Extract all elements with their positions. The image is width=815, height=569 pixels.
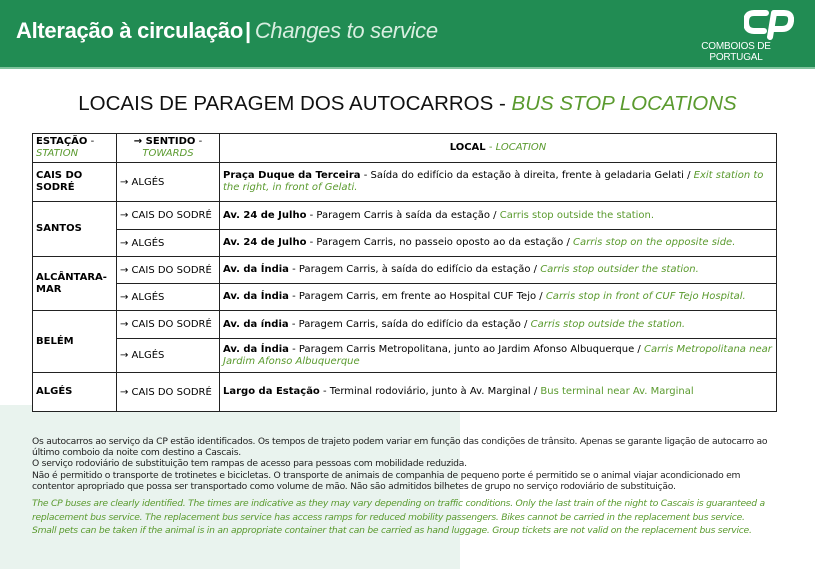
location-cell: Av. da índia - Paragem Carris, saída do …: [219, 310, 777, 339]
table-row: BELÉM → CAIS DO SODRÉ Av. da índia - Parag…: [32, 310, 777, 373]
stop-place: Av. da índia: [223, 318, 289, 330]
cp-logo-icon: [744, 10, 794, 40]
header-station: ESTAÇÃO - STATION: [32, 133, 117, 163]
stop-description-en: Exit station to the right, in front of G…: [223, 170, 764, 193]
stop-place: Av. da Índia: [223, 291, 289, 302]
towards-cell: → CAIS DO SODRÉ: [116, 372, 220, 412]
background-shape: [0, 405, 460, 569]
location-cell: Praça Duque da Terceira - Saída do edifí…: [219, 162, 777, 202]
bus-stop-table: ESTAÇÃO - STATION → SENTIDO - TOWARDS LO…: [32, 133, 777, 412]
table-header-row: ESTAÇÃO - STATION → SENTIDO - TOWARDS LO…: [32, 133, 777, 163]
towards-cell: → CAIS DO SODRÉ: [116, 201, 220, 230]
note-en: Small pets can be taken if the animal is…: [32, 525, 752, 536]
table-row: SANTOS → CAIS DO SODRÉ Av. 24 de Julho - P…: [32, 201, 777, 257]
stop-place: Praça Duque da Terceira: [223, 170, 361, 181]
page-title: LOCAIS DE PARAGEM DOS AUTOCARROS - BUS S…: [0, 92, 815, 116]
stop-place: Largo da Estação: [223, 386, 320, 397]
page-title-en: BUS STOP LOCATIONS: [511, 92, 737, 115]
note-pt: O serviço rodoviário de substituição tem…: [32, 458, 467, 470]
table-row: ALGÉS → CAIS DO SODRÉ Largo da Estação - T…: [32, 372, 777, 412]
towards-cell: → CAIS DO SODRÉ: [116, 310, 220, 339]
stop-place: Av. 24 de Julho: [223, 237, 307, 248]
towards-cell: → CAIS DO SODRÉ: [116, 256, 220, 284]
location-cell: Av. da Índia - Paragem Carris, à saída d…: [219, 256, 777, 284]
stop-description-en: Bus terminal near Av. Marginal: [540, 386, 694, 397]
station-name: CAIS DO SODRÉ: [32, 162, 117, 202]
stop-description-en: Carris Metropolitana near Jardim Afonso …: [223, 343, 772, 367]
location-cell: Av. 24 de Julho - Paragem Carris, no pas…: [219, 229, 777, 257]
title-en: Changes to service: [254, 18, 438, 43]
logo-text: COMBOIOS DE PORTUGAL: [701, 41, 771, 63]
stop-place: Av. da Índia: [223, 343, 289, 355]
table-row: ALCÂNTARA-MAR → CAIS DO SODRÉ Av. da Índia…: [32, 256, 777, 311]
towards-cell: → ALGÉS: [116, 283, 220, 311]
page-title-pt: LOCAIS DE PARAGEM DOS AUTOCARROS -: [78, 92, 512, 115]
note-en: The CP buses are clearly identified. The…: [32, 498, 765, 523]
towards-cell: → ALGÉS: [116, 162, 220, 202]
header-towards: → SENTIDO - TOWARDS: [116, 133, 220, 163]
title-pt: Alteração à circulação: [16, 18, 243, 43]
cp-logo: COMBOIOS DE PORTUGAL: [676, 10, 796, 63]
header-banner: Alteração à circulação| Changes to servic…: [0, 0, 815, 69]
station-name: ALCÂNTARA-MAR: [32, 256, 117, 311]
location-cell: Av. da Índia - Paragem Carris, em frente…: [219, 283, 777, 311]
table-row: CAIS DO SODRÉ → ALGÉS Praça Duque da Terce…: [32, 162, 777, 202]
stop-description-pt: - Paragem Carris, no passeio oposto ao d…: [306, 237, 574, 248]
station-name: BELÉM: [32, 310, 117, 373]
stop-description-pt: - Paragem Carris Metropolitana, junto ao…: [288, 343, 644, 355]
notes-portuguese: Os autocarros ao serviço da CP estão ide…: [32, 436, 782, 492]
stop-description-en: Carris stop outside the station.: [530, 318, 686, 330]
location-cell: Av. da Índia - Paragem Carris Metropolit…: [219, 338, 777, 373]
station-name: SANTOS: [32, 201, 117, 257]
station-name: ALGÉS: [32, 372, 117, 412]
stop-description-pt: - Paragem Carris, saída do edifício da e…: [288, 318, 531, 330]
stop-description-pt: - Paragem Carris à saída da estação /: [306, 209, 500, 221]
banner-title: Alteração à circulação| Changes to servic…: [16, 18, 438, 44]
stop-description-en: Carris stop outside the station.: [499, 209, 655, 221]
stop-description-pt: - Paragem Carris, em frente ao Hospital …: [288, 291, 546, 302]
stop-description-en: Carris stop outsider the station.: [540, 264, 699, 275]
title-separator: |: [244, 18, 251, 43]
notes-english: The CP buses are clearly identified. The…: [32, 497, 782, 538]
stop-description-en: Carris stop on the opposite side.: [573, 237, 736, 248]
note-pt: Os autocarros ao serviço da CP estão ide…: [32, 436, 768, 459]
stop-description-en: Carris stop in front of CUF Tejo Hospita…: [545, 291, 746, 302]
stop-description-pt: - Terminal rodoviário, junto à Av. Margi…: [319, 386, 541, 397]
towards-cell: → ALGÉS: [116, 229, 220, 257]
table-row: → ALGÉS Av. da Índia - Paragem Carris Met…: [33, 338, 777, 373]
stop-place: Av. 24 de Julho: [223, 209, 307, 221]
stop-place: Av. da Índia: [223, 264, 289, 275]
table-row: → ALGÉS Av. da Índia - Paragem Carris, em…: [33, 283, 777, 311]
location-cell: Largo da Estação - Terminal rodoviário, …: [219, 372, 777, 412]
stop-description-pt: - Saída do edifício da estação à direita…: [360, 170, 694, 181]
table-row: → ALGÉS Av. 24 de Julho - Paragem Carris,…: [33, 229, 777, 257]
header-location: LOCAL - LOCATION: [219, 133, 777, 163]
location-cell: Av. 24 de Julho - Paragem Carris à saída…: [219, 201, 777, 230]
stop-description-pt: - Paragem Carris, à saída do edifício da…: [288, 264, 541, 275]
note-pt: Não é permitido o transporte de trotinet…: [32, 469, 741, 492]
towards-cell: → ALGÉS: [116, 338, 220, 373]
